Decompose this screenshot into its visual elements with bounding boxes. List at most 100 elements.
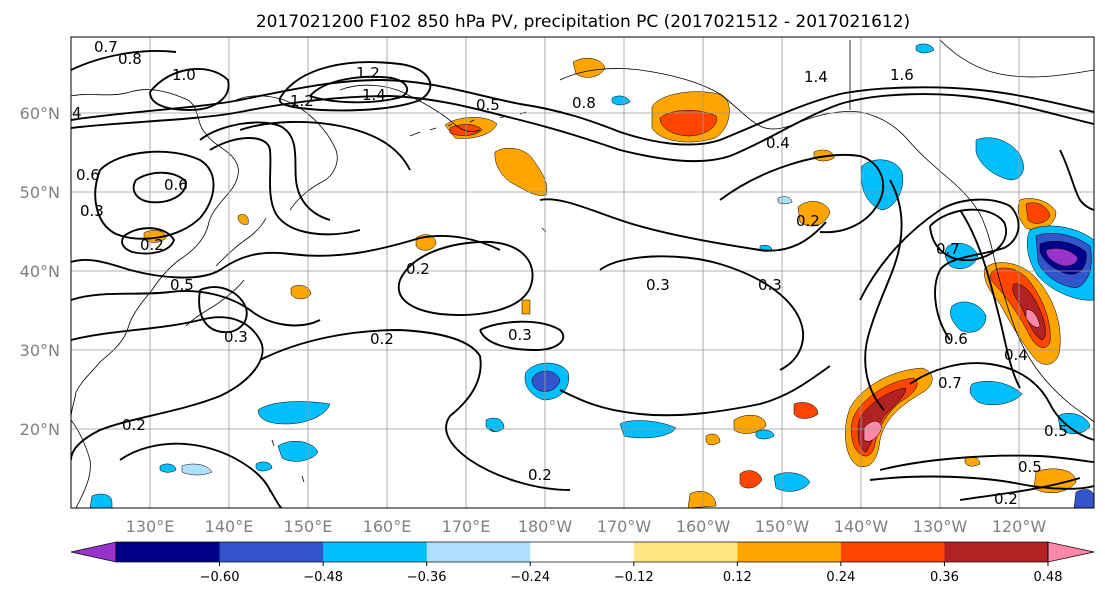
precip-negative-region [257, 401, 331, 425]
lon-label: 130°E [126, 517, 175, 536]
lon-label: 140°E [205, 517, 254, 536]
precip-negative-region [89, 493, 113, 508]
contour-label: 0.2 [140, 236, 164, 254]
map-title: 2017021200 F102 850 hPa PV, precipitatio… [256, 12, 910, 32]
contour-label: 1.4 [362, 86, 386, 104]
colorbar-extend-min [70, 541, 117, 563]
lat-label: 40°N [20, 262, 60, 281]
colorbar-frame [115, 541, 1049, 563]
pv-contour [71, 79, 1094, 146]
contour-label: 0.6 [944, 330, 968, 348]
colorbar-segment [323, 542, 428, 562]
pv-contour [239, 120, 411, 171]
contour-label: 0.7 [94, 38, 118, 56]
pv-contour [71, 50, 177, 71]
contour-label: 0.5 [1044, 422, 1068, 440]
pv-contour [71, 290, 321, 327]
precip-negative-region [915, 43, 935, 54]
contour-label: 0.3 [758, 276, 782, 294]
lon-label: 180°W [518, 517, 573, 536]
pv-contour [132, 171, 187, 204]
precip-positive-region [659, 110, 717, 137]
precip-negative-region [531, 370, 561, 392]
contour-label: 0.3 [224, 328, 248, 346]
coastline-kamchatka [235, 95, 338, 211]
contour-label: 0.2 [796, 212, 820, 230]
coastline-canada [849, 39, 1094, 110]
colorbar: −0.60 −0.48 −0.36 −0.24 −0.12 0.12 0.24 0.36 0.4… [70, 541, 1095, 585]
colorbar-segment [737, 542, 842, 562]
colorbar-segment [116, 542, 221, 562]
pv-contour [1059, 149, 1094, 211]
precip-positive-region [739, 470, 763, 489]
contour-label: 0.5 [170, 276, 194, 294]
precip-negative-region [969, 381, 1023, 405]
pv-contour [539, 198, 827, 252]
precip-positive-region [494, 147, 548, 196]
pv-contour [121, 227, 176, 255]
pv-contour [119, 442, 283, 508]
precip-negative-region [255, 461, 273, 472]
pv-contour [559, 365, 831, 417]
precip-negative-region [159, 463, 177, 473]
contour-label: 4 [72, 104, 82, 122]
contour-label: 0.7 [936, 240, 960, 258]
precip-negative-region [950, 301, 987, 333]
colorbar-segment [530, 542, 635, 562]
contour-label: 0.6 [164, 176, 188, 194]
colorbar-segment [426, 542, 531, 562]
contour-label: 0.3 [80, 202, 104, 220]
pv-contour [94, 150, 215, 240]
precip-positive-region [1025, 309, 1041, 328]
colorbar-tick-label: −0.60 [200, 570, 240, 585]
colorbar-tick-label: 0.36 [930, 570, 959, 585]
lon-label: 150°W [755, 517, 810, 536]
coastline-aleutians [409, 111, 527, 137]
pv-contour [909, 362, 1094, 441]
contour-label: 1.6 [890, 66, 914, 84]
precip-negative-region [1073, 489, 1094, 508]
lat-label: 20°N [20, 420, 60, 439]
colorbar-tick-label: 0.48 [1034, 570, 1063, 585]
contour-label: 1.0 [172, 66, 196, 84]
colorbar-tick-label: −0.12 [614, 570, 654, 585]
lat-label: 30°N [20, 341, 60, 360]
coastline-north-america [979, 213, 1094, 423]
colorbar-segment [219, 542, 324, 562]
contour-label: 0.8 [118, 50, 142, 68]
gridlines [71, 37, 1094, 508]
pv-contour [278, 61, 432, 112]
pv-contour [599, 255, 804, 371]
colorbar-tick-label: 0.24 [826, 570, 855, 585]
pv-contour [959, 477, 1081, 501]
lat-label: 50°N [20, 183, 60, 202]
precip-negative-region [1045, 248, 1079, 267]
contour-label: 0.2 [528, 466, 552, 484]
contour-label: 0.2 [370, 330, 394, 348]
lat-label: 60°N [20, 104, 60, 123]
precip-negative-region [181, 463, 213, 476]
precip-negative-region [755, 429, 775, 440]
pv-contour [719, 154, 885, 234]
pv-contour [71, 316, 264, 461]
pv-contours [71, 50, 1094, 508]
colorbar-extend-max [1047, 541, 1095, 563]
precip-positive-region [687, 491, 717, 508]
pv-contour [869, 475, 1094, 490]
precip-positive-region [705, 433, 721, 445]
precip-positive-region [797, 201, 831, 227]
contour-label: 0.5 [476, 96, 500, 114]
pv-contour [309, 75, 408, 104]
contour-labels: 0.7 0.8 1.0 1.2 1.4 1.4 1.6 1.2 0.6 0.5 … [72, 38, 1068, 508]
longitude-labels: 130°E 140°E 150°E 160°E 170°E 180°W 170°… [126, 517, 1047, 536]
coastline-okhotsk [339, 84, 481, 132]
coastline-asia [71, 89, 239, 419]
lon-label: 170°E [442, 517, 491, 536]
pv-contour [859, 198, 1020, 341]
colorbar-tick-label: −0.48 [303, 570, 343, 585]
coastline-asia [71, 419, 91, 508]
precip-positive-region [793, 402, 819, 419]
contour-label: 0.3 [508, 326, 532, 344]
lon-label: 170°W [597, 517, 652, 536]
map-frame [70, 36, 1095, 509]
